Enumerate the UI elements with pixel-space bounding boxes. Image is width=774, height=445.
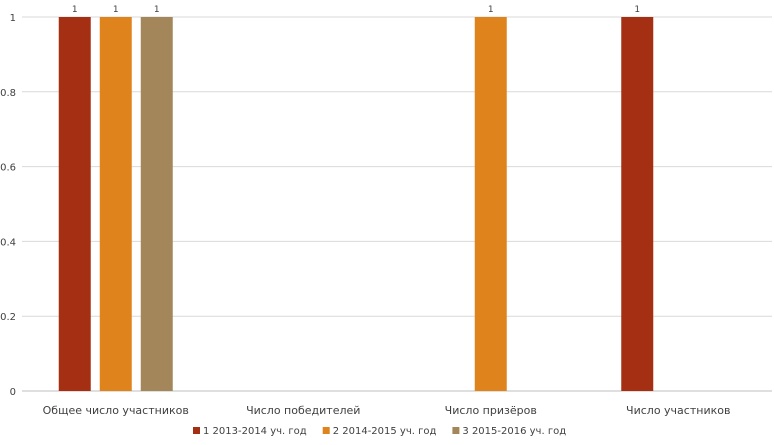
bar (99, 17, 132, 391)
y-tick-label: 0 (10, 387, 16, 398)
data-label: 1 (113, 5, 119, 15)
x-category-label: Число победителей (246, 404, 360, 417)
y-axis-ticks: 0 0.2 0.4 0.6 0.8 1 (0, 13, 16, 398)
legend-swatch (193, 427, 200, 434)
data-label: 1 (488, 5, 494, 15)
data-label: 1 (154, 5, 160, 15)
y-tick-label: 1 (10, 13, 16, 24)
bars (58, 17, 654, 391)
gridlines (22, 16, 772, 392)
x-category-label: Число призёров (445, 404, 537, 417)
legend-label: 2 2014-2015 уч. год (333, 426, 437, 437)
legend-label: 3 2015-2016 уч. год (462, 426, 566, 437)
bar (621, 17, 654, 391)
legend-swatch (452, 427, 460, 434)
y-tick-label: 0.4 (0, 237, 16, 248)
data-label: 1 (72, 5, 78, 15)
bar (58, 17, 91, 391)
data-labels: 1 1 1 1 1 (72, 5, 640, 15)
x-axis-categories: Общее число участников Число победителей Ч… (43, 404, 731, 417)
bar (474, 17, 507, 391)
y-tick-label: 0.6 (0, 163, 16, 174)
data-label: 1 (634, 5, 640, 15)
legend-swatch (322, 427, 330, 434)
legend: 1 2013-2014 уч. год 2 2014-2015 уч. год 3 … (193, 426, 566, 437)
legend-label: 1 2013-2014 уч. год (203, 426, 307, 437)
bar (140, 17, 173, 391)
y-tick-label: 0.2 (0, 312, 16, 323)
x-category-label: Число участников (626, 404, 730, 417)
y-tick-label: 0.8 (0, 88, 16, 99)
x-category-label: Общее число участников (43, 404, 189, 417)
